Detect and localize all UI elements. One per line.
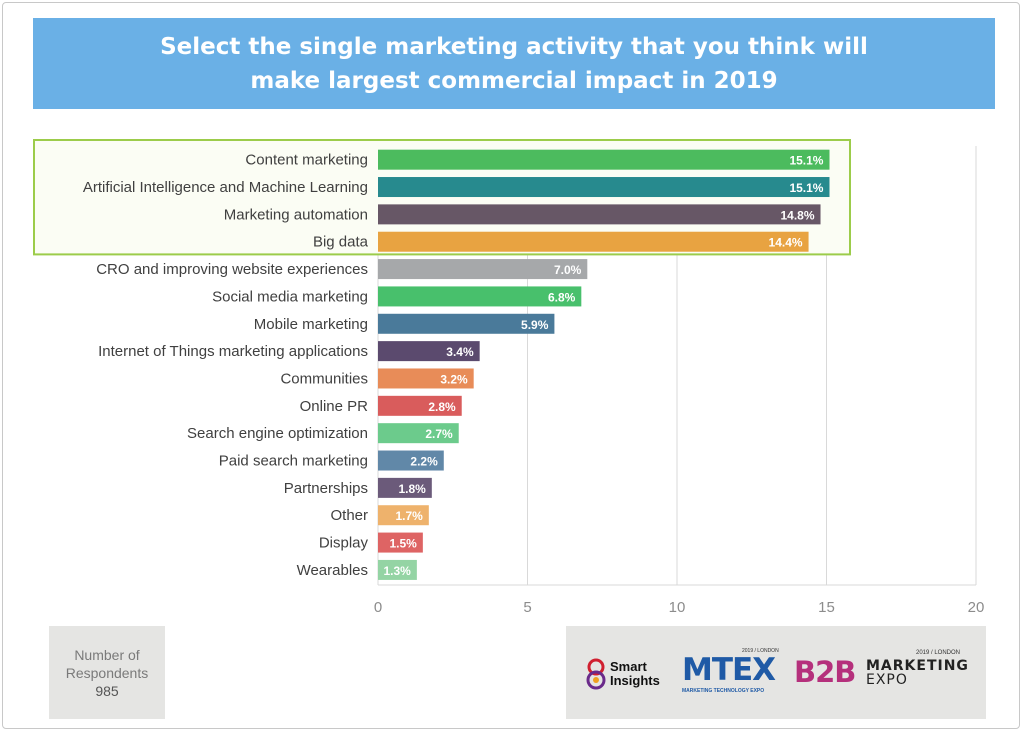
- category-label: Display: [319, 535, 369, 552]
- data-label: 3.4%: [446, 345, 474, 359]
- mtex-edition: 2019 / LONDON: [742, 648, 779, 654]
- data-label: 14.8%: [780, 208, 814, 222]
- bar: [378, 477, 432, 498]
- b2b-marketing-expo-logo: 2019 / LONDON B2B MARKETING EXPO: [794, 650, 974, 694]
- chart-title: Select the single marketing activity tha…: [160, 33, 868, 94]
- category-label: Internet of Things marketing application…: [98, 343, 368, 360]
- smart-insights-icon: [586, 658, 606, 690]
- category-label: CRO and improving website experiences: [96, 261, 368, 278]
- category-label: Mobile marketing: [254, 316, 368, 333]
- bar: [378, 559, 417, 580]
- bar: [378, 423, 459, 444]
- mtex-wordmark: MTEX: [682, 652, 776, 688]
- bar: [378, 532, 423, 553]
- x-tick-label: 20: [968, 599, 985, 616]
- bar: [378, 177, 830, 198]
- bar: [378, 368, 474, 389]
- bar: [378, 286, 582, 307]
- x-tick-label: 0: [374, 599, 382, 616]
- title-banner: Select the single marketing activity tha…: [33, 18, 995, 109]
- bar: [378, 204, 821, 225]
- category-label: Online PR: [300, 398, 369, 415]
- respondents-count: 985: [95, 682, 119, 699]
- category-label: Partnerships: [284, 480, 368, 497]
- category-label: Wearables: [297, 562, 368, 579]
- data-label: 15.1%: [789, 154, 823, 168]
- category-label: Marketing automation: [224, 206, 368, 223]
- category-label: Search engine optimization: [187, 425, 368, 442]
- data-label: 1.7%: [395, 509, 423, 523]
- bar: [378, 231, 809, 252]
- smart-insights-wordmark: Smart Insights: [610, 659, 660, 688]
- data-label: 7.0%: [554, 263, 582, 277]
- respondents-label: Number of Respondents: [65, 646, 149, 681]
- x-tick-label: 15: [818, 599, 835, 616]
- data-label: 2.8%: [428, 400, 456, 414]
- data-label: 1.8%: [398, 482, 426, 496]
- b2b-edition: 2019 / LONDON: [916, 650, 961, 656]
- b2b-wordmark: B2B: [794, 655, 856, 689]
- data-label: 15.1%: [789, 181, 823, 195]
- data-label: 2.2%: [410, 455, 438, 469]
- category-label: Big data: [313, 234, 369, 251]
- sponsor-logos: Smart Insights 2019 / LONDON MTEX MARKET…: [566, 626, 986, 719]
- data-label: 6.8%: [548, 290, 576, 304]
- mtex-tagline: MARKETING TECHNOLOGY EXPO: [682, 688, 765, 694]
- bar: [378, 450, 444, 471]
- bar: [378, 313, 555, 334]
- x-tick-label: 5: [523, 599, 531, 616]
- data-label: 1.3%: [384, 564, 412, 578]
- bar: [378, 259, 588, 280]
- data-label: 5.9%: [521, 318, 549, 332]
- smart-insights-logo: Smart Insights: [584, 658, 668, 690]
- data-label: 3.2%: [440, 372, 468, 386]
- mtex-logo: 2019 / LONDON MTEX MARKETING TECHNOLOGY …: [682, 648, 780, 696]
- data-label: 2.7%: [425, 427, 453, 441]
- b2b-marketing-word: MARKETING: [866, 658, 969, 674]
- bar: [378, 505, 429, 526]
- category-label: Paid search marketing: [219, 453, 368, 470]
- bar: [378, 341, 480, 362]
- category-label: Other: [330, 507, 368, 524]
- category-label: Communities: [280, 370, 368, 387]
- x-tick-label: 10: [669, 599, 686, 616]
- category-label: Social media marketing: [212, 288, 368, 305]
- b2b-expo-word: EXPO: [866, 672, 908, 688]
- bar: [378, 395, 462, 416]
- bar: [378, 149, 830, 170]
- category-label: Artificial Intelligence and Machine Lear…: [83, 179, 368, 196]
- data-label: 1.5%: [389, 537, 417, 551]
- category-label: Content marketing: [245, 152, 368, 169]
- data-label: 14.4%: [769, 236, 803, 250]
- respondents-box: Number of Respondents 985: [49, 626, 165, 719]
